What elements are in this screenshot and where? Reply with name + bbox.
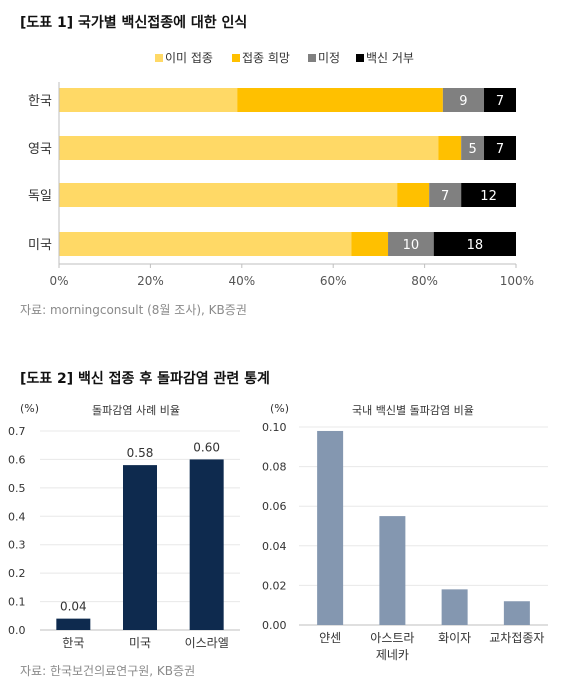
bar-segment-3-1 bbox=[59, 183, 398, 207]
data-label-2-4: 7 bbox=[496, 142, 504, 157]
data-label-4-3: 10 bbox=[403, 238, 420, 253]
figure2-title: [도표 2] 백신 접종 후 돌파감염 관련 통계 bbox=[20, 371, 270, 387]
chart2-y-tick-label-6: 0.5 bbox=[8, 482, 26, 495]
data-label-3-3: 7 bbox=[441, 189, 449, 204]
chart2-unit-label: (%) bbox=[20, 402, 39, 415]
legend-swatch-4 bbox=[356, 54, 364, 62]
chart2-y-tick-label-5: 0.4 bbox=[8, 510, 26, 523]
data-label-1-4: 7 bbox=[496, 94, 504, 109]
chart3-bar-1 bbox=[317, 430, 344, 625]
x-tick-label-2: 20% bbox=[137, 274, 164, 288]
legend-label-4: 백신 거부 bbox=[366, 51, 414, 65]
data-label-2-3: 5 bbox=[468, 142, 476, 157]
legend-label-1: 이미 접종 bbox=[165, 51, 213, 65]
chart2-title: 돌파감염 사례 비율 bbox=[92, 404, 180, 417]
chart3-category-label-4: 교차접종자 bbox=[489, 631, 544, 645]
bar-segment-2-1 bbox=[59, 136, 439, 160]
chart2-bar-3 bbox=[189, 459, 224, 630]
bar-segment-1-4 bbox=[484, 88, 516, 112]
legend-label-3: 미정 bbox=[318, 51, 340, 65]
chart2-category-label-1: 한국 bbox=[62, 636, 84, 650]
bar-segment-4-4 bbox=[433, 232, 516, 256]
figure1-source: 자료: morningconsult (8월 조사), KB증권 bbox=[20, 303, 247, 317]
category-label-2: 영국 bbox=[28, 142, 52, 157]
bar-segment-3-4 bbox=[461, 183, 516, 207]
chart3-category-label-2: 아스트라 제네카 bbox=[370, 631, 414, 662]
chart3-y-tick-label-3: 0.04 bbox=[262, 540, 287, 553]
chart3-y-tick-label-5: 0.08 bbox=[262, 461, 287, 474]
bar-segment-1-1 bbox=[59, 88, 238, 112]
chart2-y-tick-label-4: 0.3 bbox=[8, 539, 26, 552]
chart2-y-tick-label-8: 0.7 bbox=[8, 425, 26, 438]
bar-segment-1-3 bbox=[442, 88, 485, 112]
bar-segment-4-3 bbox=[388, 232, 434, 256]
chart2-category-label-3: 이스라엘 bbox=[185, 636, 229, 650]
chart2-category-label-2: 미국 bbox=[129, 636, 151, 650]
chart3-category-label-3: 화이자 bbox=[438, 631, 471, 645]
chart2-y-tick-label-2: 0.1 bbox=[8, 596, 26, 609]
chart2-data-label-3: 0.60 bbox=[193, 440, 220, 454]
chart2-y-tick-label-7: 0.6 bbox=[8, 453, 26, 466]
chart2-bar-2 bbox=[123, 465, 157, 630]
x-tick-label-5: 80% bbox=[411, 274, 438, 288]
x-tick-label-3: 40% bbox=[228, 274, 255, 288]
bar-segment-2-3 bbox=[461, 136, 485, 160]
category-label-3: 독일 bbox=[28, 189, 52, 204]
bar-segment-4-1 bbox=[59, 232, 352, 256]
chart3-y-tick-label-6: 0.10 bbox=[262, 421, 287, 434]
data-label-4-4: 18 bbox=[467, 238, 484, 253]
chart3-y-tick-label-4: 0.06 bbox=[262, 500, 287, 513]
legend-label-2: 접종 희망 bbox=[242, 51, 290, 65]
chart3-bar-2 bbox=[379, 516, 406, 625]
chart2-data-label-1: 0.04 bbox=[60, 600, 87, 614]
chart3-bar-4 bbox=[503, 601, 530, 625]
bar-segment-2-2 bbox=[438, 136, 462, 160]
x-tick-label-1: 0% bbox=[49, 274, 68, 288]
bar-segment-4-2 bbox=[351, 232, 389, 256]
x-tick-label-6: 100% bbox=[500, 274, 534, 288]
legend-swatch-1 bbox=[155, 54, 163, 62]
chart3-category-label-1: 얀센 bbox=[319, 631, 341, 645]
chart2-y-tick-label-1: 0.0 bbox=[8, 624, 26, 637]
chart2-y-tick-label-3: 0.2 bbox=[8, 567, 26, 580]
figure2-source: 자료: 한국보건의료연구원, KB증권 bbox=[20, 664, 196, 678]
legend-swatch-2 bbox=[232, 54, 240, 62]
figure1-title: [도표 1] 국가별 백신접종에 대한 인식 bbox=[20, 15, 248, 31]
bar-segment-3-3 bbox=[429, 183, 462, 207]
chart3-bar-3 bbox=[441, 589, 468, 625]
bar-segment-2-4 bbox=[484, 136, 516, 160]
data-label-1-3: 9 bbox=[459, 94, 467, 109]
chart3-y-tick-label-2: 0.02 bbox=[262, 579, 287, 592]
chart3-y-tick-label-1: 0.00 bbox=[262, 619, 287, 632]
chart2-data-label-2: 0.58 bbox=[127, 446, 154, 460]
bar-segment-1-2 bbox=[237, 88, 443, 112]
data-label-3-4: 12 bbox=[480, 189, 497, 204]
chart2-bar-1 bbox=[56, 618, 91, 630]
legend-swatch-3 bbox=[308, 54, 316, 62]
x-tick-label-4: 60% bbox=[320, 274, 347, 288]
bar-segment-3-2 bbox=[397, 183, 430, 207]
chart3-unit-label: (%) bbox=[270, 402, 289, 415]
category-label-4: 미국 bbox=[28, 238, 52, 253]
category-label-1: 한국 bbox=[28, 94, 52, 109]
chart3-title: 국내 백신별 돌파감염 비율 bbox=[352, 404, 474, 417]
